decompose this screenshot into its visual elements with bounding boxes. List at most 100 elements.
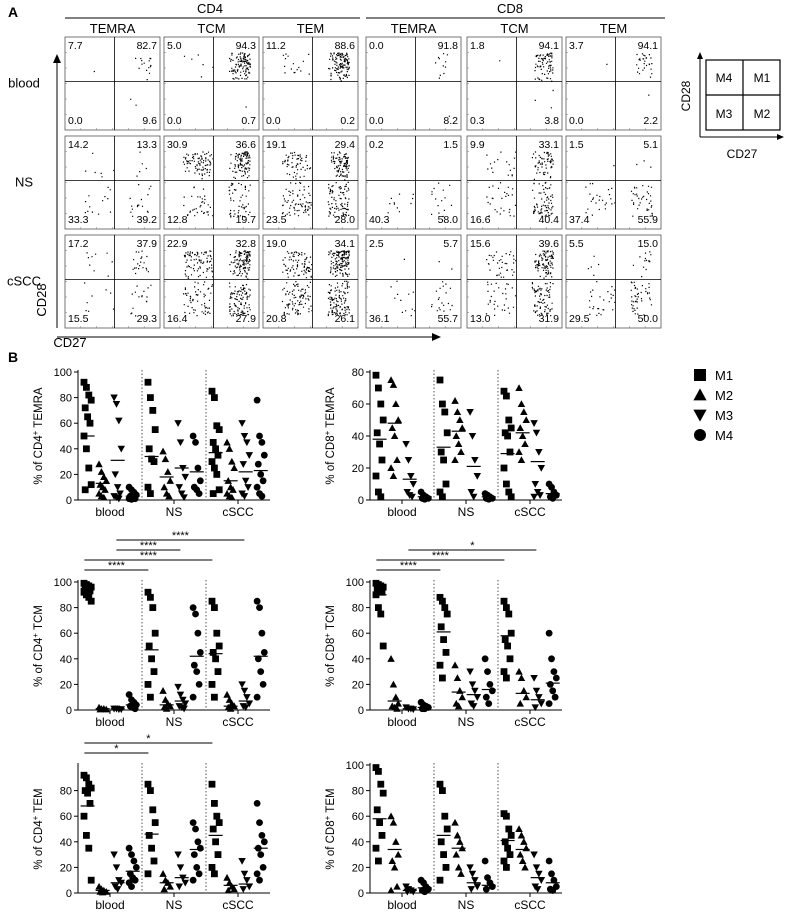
- point-circle: [545, 629, 553, 637]
- point-triangle-down: [112, 864, 121, 872]
- point-circle: [421, 705, 429, 713]
- point-square: [144, 681, 152, 688]
- category-label: blood: [95, 898, 124, 912]
- point-triangle-down: [180, 494, 188, 502]
- point-square: [443, 610, 451, 618]
- point-triangle-up: [392, 400, 400, 408]
- point-triangle-down: [473, 694, 482, 701]
- point-triangle-down: [238, 681, 246, 689]
- y-tick-label: 0: [358, 705, 364, 717]
- dot-plot-cd8-temra: 0 20 40 60 80 % of CD8+ TEMRA blood NS cSCC: [323, 367, 562, 519]
- flow-plot: 0.0 91.8 0.0 8.2: [365, 36, 462, 131]
- event-dots: [182, 151, 251, 218]
- quadrant-key-m1: M1: [754, 71, 771, 85]
- point-square: [209, 825, 217, 833]
- point-circle: [128, 883, 135, 890]
- point-triangle-up: [394, 699, 402, 707]
- point-triangle-down: [467, 886, 476, 893]
- flow-plot-frame: [262, 234, 359, 329]
- legend-label: M3: [715, 408, 733, 423]
- y-tick-label: 100: [54, 367, 72, 379]
- point-triangle-down: [532, 687, 541, 695]
- point-circle: [549, 495, 557, 502]
- quadrant-value: 28.0: [335, 214, 356, 226]
- point-square: [506, 851, 514, 858]
- quadrant-value: 19.7: [236, 214, 257, 226]
- quadrant-value: 94.1: [539, 40, 560, 52]
- point-triangle-up: [95, 460, 103, 468]
- point-square: [211, 604, 218, 611]
- point-square: [507, 493, 515, 501]
- point-triangle-up: [230, 885, 238, 893]
- category-label: NS: [166, 715, 183, 729]
- key-cd28-label: CD28: [679, 80, 693, 111]
- point-square: [148, 655, 155, 663]
- point-triangle-down: [176, 691, 185, 699]
- point-square: [208, 780, 216, 788]
- quadrant-value: 8.2: [443, 115, 458, 127]
- point-circle: [257, 851, 265, 858]
- point-square: [148, 844, 155, 852]
- point-square: [441, 812, 449, 820]
- key-cd27-label: CD27: [727, 147, 758, 161]
- point-square: [500, 597, 508, 605]
- point-triangle-up: [520, 838, 528, 845]
- dot-plot-cd8-tem: 0 20 40 60 80 100 % of CD8+ TEM blood NS cSCC: [323, 760, 562, 912]
- point-square: [84, 413, 91, 421]
- point-circle: [253, 693, 261, 701]
- point-triangle-up: [159, 447, 167, 455]
- point-square: [87, 396, 95, 404]
- point-circle: [551, 693, 559, 701]
- point-square: [85, 844, 93, 852]
- point-square: [86, 800, 94, 807]
- point-square: [215, 426, 223, 433]
- quadrant-value: 3.7: [569, 40, 584, 52]
- quadrant-value: 17.2: [68, 238, 89, 250]
- point-square: [439, 787, 446, 794]
- point-triangle-down: [473, 883, 482, 891]
- point-triangle-up: [456, 416, 464, 424]
- quadrant-value: 15.6: [470, 238, 491, 250]
- point-square: [87, 597, 95, 605]
- quadrant-value: 0.2: [369, 139, 384, 151]
- point-triangle-up: [394, 850, 402, 858]
- quadrant-value: 0.3: [470, 115, 485, 127]
- point-square: [213, 812, 221, 820]
- point-square: [503, 674, 510, 682]
- point-triangle-up: [522, 416, 530, 424]
- cd28-axis-label: CD28: [34, 283, 49, 316]
- point-triangle-up: [517, 831, 526, 839]
- cd27-arrowhead-icon: [432, 333, 441, 341]
- point-triangle-down: [241, 704, 250, 712]
- subset-label: TEMRA: [391, 21, 437, 36]
- point-triangle-up: [165, 492, 173, 500]
- point-square: [87, 784, 95, 792]
- point-circle: [131, 876, 139, 884]
- point-square: [379, 642, 387, 650]
- significance-label: ****: [432, 550, 450, 562]
- quadrant-value: 23.5: [266, 214, 287, 226]
- category-label: NS: [166, 898, 183, 912]
- point-square: [503, 392, 510, 400]
- point-triangle-down: [117, 706, 126, 714]
- point-square: [149, 604, 157, 611]
- point-triangle-down: [239, 461, 248, 468]
- quadrant-value: 33.3: [68, 214, 89, 226]
- point-triangle-down: [469, 493, 478, 501]
- point-circle: [484, 874, 491, 882]
- row-label: cSCC: [7, 274, 41, 289]
- event-dots: [183, 52, 251, 108]
- quadrant-value: 9.9: [470, 139, 485, 151]
- point-square: [81, 486, 89, 494]
- point-circle: [421, 888, 429, 896]
- point-square: [505, 488, 513, 496]
- point-square: [150, 668, 158, 675]
- point-circle: [257, 668, 265, 675]
- point-circle: [196, 477, 204, 485]
- y-tick-label: 0: [66, 495, 72, 507]
- point-square: [147, 693, 154, 701]
- point-triangle-down: [468, 432, 477, 440]
- point-triangle-up: [452, 432, 460, 440]
- point-square: [372, 371, 380, 379]
- point-triangle-down: [535, 870, 543, 878]
